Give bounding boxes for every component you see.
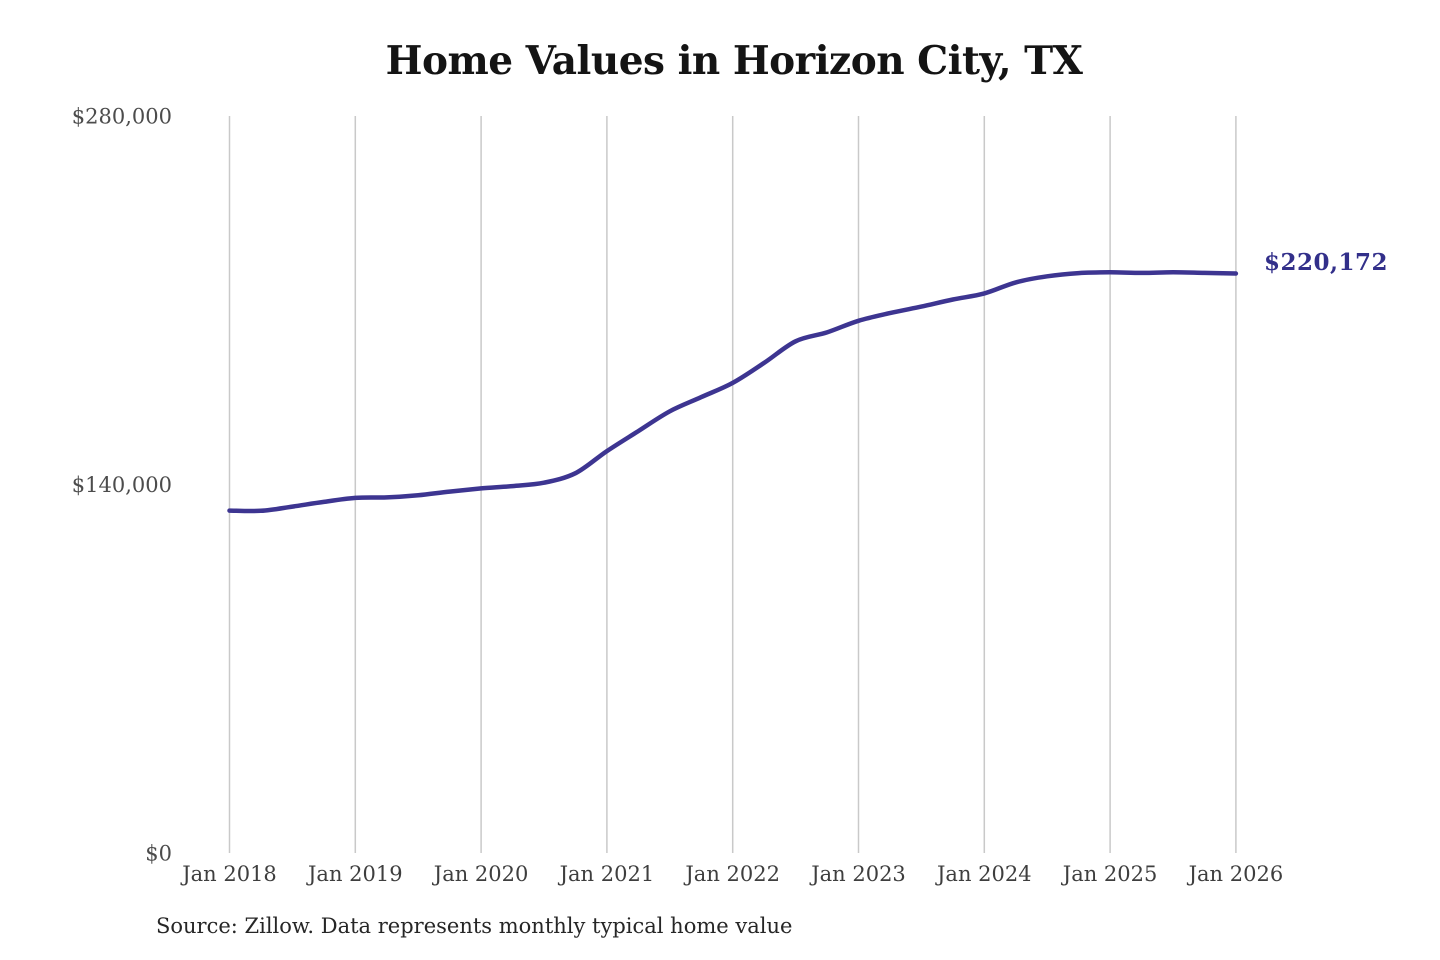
y-tick-label: $140,000 [72,473,172,497]
x-tick-label: Jan 2023 [809,862,906,886]
x-tick-label: Jan 2021 [558,862,655,886]
x-tick-label: Jan 2018 [180,862,277,886]
latest-value-label: $220,172 [1264,249,1389,276]
source-note: Source: Zillow. Data represents monthly … [156,914,793,938]
x-tick-label: Jan 2024 [935,862,1032,886]
x-tick-label: Jan 2019 [306,862,403,886]
x-tick-label: Jan 2022 [683,862,780,886]
x-tick-label: Jan 2020 [432,862,529,886]
chart-title: Home Values in Horizon City, TX [385,38,1083,84]
home-value-line [227,270,1239,514]
x-tick-label: Jan 2026 [1187,862,1284,886]
y-tick-label: $280,000 [72,105,172,129]
x-tick-label: Jan 2025 [1061,862,1158,886]
y-tick-label: $0 [145,842,172,866]
